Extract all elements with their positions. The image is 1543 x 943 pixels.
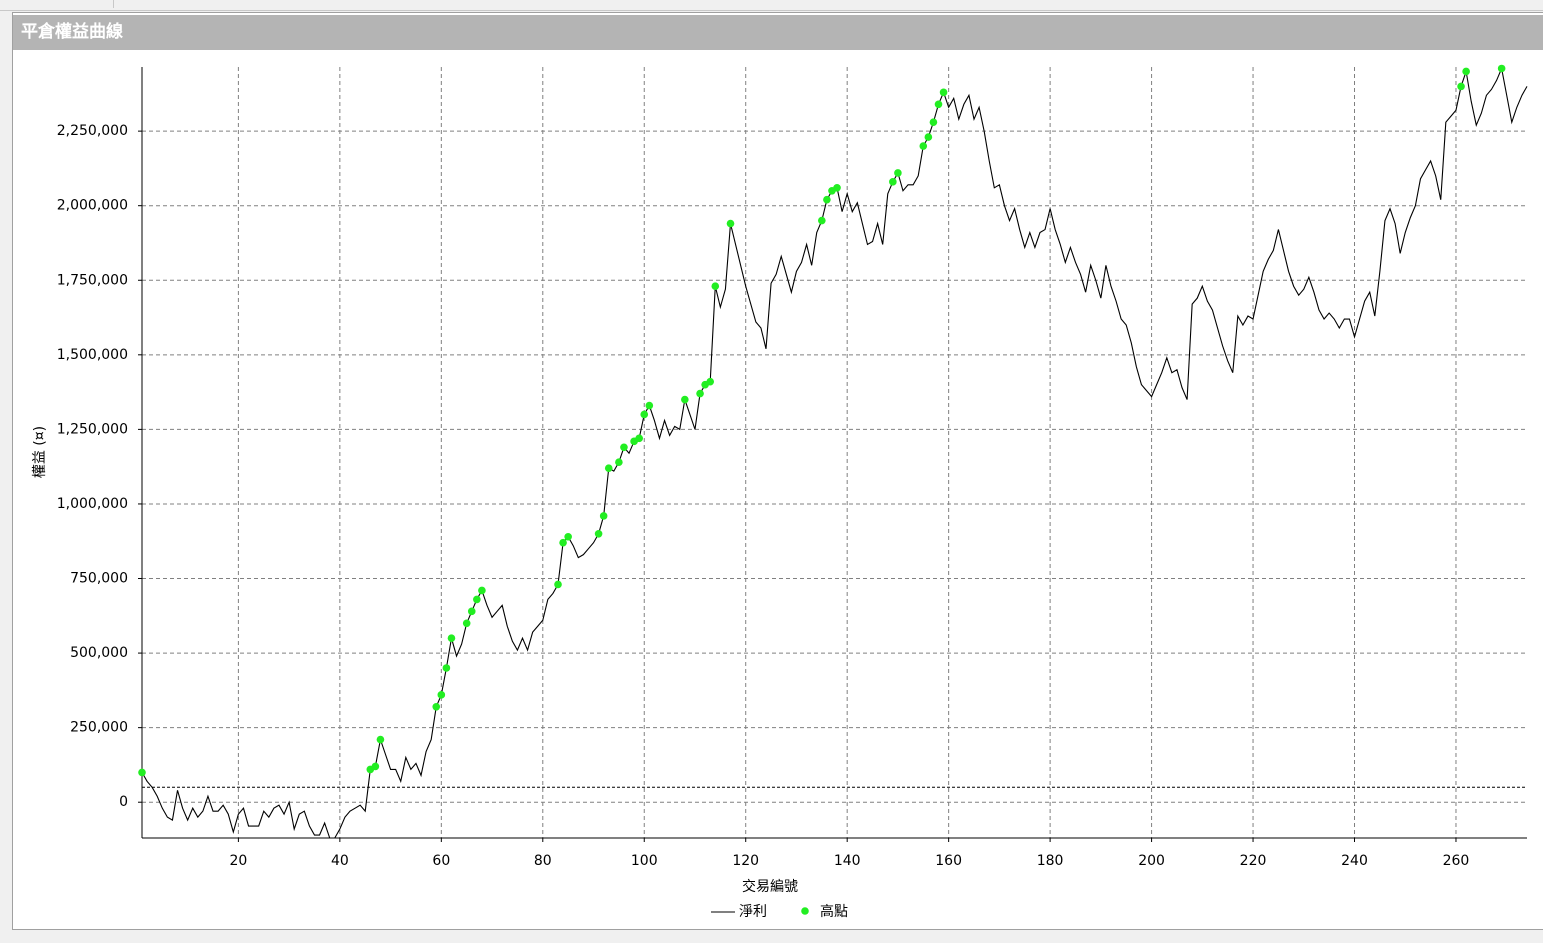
x-tick-label: 140 <box>834 853 861 869</box>
high-point <box>929 118 938 126</box>
high-point <box>924 133 933 141</box>
x-tick-label: 60 <box>432 853 450 869</box>
y-tick-label: 1,000,000 <box>57 496 128 512</box>
y-tick-label: 1,500,000 <box>57 347 128 363</box>
x-tick-label: 220 <box>1240 853 1267 869</box>
high-point <box>478 586 486 595</box>
high-point <box>823 195 831 204</box>
high-point <box>467 607 476 616</box>
y-tick-label: 1,750,000 <box>57 272 128 288</box>
y-tick-label: 250,000 <box>70 720 128 736</box>
high-point <box>919 142 928 150</box>
x-tick-label: 20 <box>229 853 247 869</box>
high-point <box>447 634 456 642</box>
high-point <box>706 377 715 386</box>
y-tick-label: 1,250,000 <box>57 421 128 437</box>
high-point <box>564 532 572 541</box>
high-point <box>554 580 562 589</box>
panel-title: 平倉權益曲線 <box>13 15 1543 50</box>
high-point <box>833 183 841 192</box>
high-point <box>620 443 628 452</box>
x-tick-label: 120 <box>732 853 759 869</box>
x-tick-label: 160 <box>935 853 962 869</box>
high-point <box>442 664 451 672</box>
high-point <box>138 768 146 777</box>
high-point <box>894 169 902 177</box>
high-point <box>818 216 826 225</box>
high-point <box>640 410 649 419</box>
high-point <box>681 395 689 404</box>
x-tick-label: 240 <box>1341 853 1368 869</box>
y-tick-label: 0 <box>119 794 128 810</box>
high-point <box>559 538 567 547</box>
high-point <box>462 619 471 628</box>
high-point <box>594 529 603 538</box>
y-axis-label: 權益 (¤) <box>32 426 48 478</box>
high-point <box>371 762 380 771</box>
high-point <box>934 100 943 109</box>
x-tick-label: 100 <box>631 853 658 869</box>
high-point <box>696 389 704 398</box>
high-point <box>599 512 608 520</box>
high-point <box>473 595 481 604</box>
high-point <box>635 434 643 443</box>
high-point <box>604 464 613 472</box>
y-tick-label: 2,250,000 <box>57 123 128 139</box>
x-axis-label: 交易編號 <box>742 878 798 895</box>
x-tick-label: 80 <box>534 853 552 869</box>
high-point <box>889 178 897 186</box>
x-tick-label: 180 <box>1037 853 1064 869</box>
x-tick-label: 260 <box>1443 853 1470 869</box>
high-point <box>1462 67 1470 76</box>
x-tick-label: 40 <box>331 853 349 869</box>
high-point <box>1457 82 1465 91</box>
legend-label: 高點 <box>820 903 848 920</box>
high-point <box>376 735 385 744</box>
legend-marker <box>801 907 809 915</box>
equity-line <box>141 66 1528 839</box>
y-tick-label: 500,000 <box>70 645 128 661</box>
high-point <box>615 458 623 466</box>
high-point <box>726 219 735 228</box>
x-tick-label: 200 <box>1138 853 1165 869</box>
high-point <box>432 702 441 711</box>
high-point <box>645 401 654 410</box>
y-tick-label: 2,000,000 <box>57 198 128 214</box>
window-border <box>0 10 1543 11</box>
high-point <box>1497 64 1506 73</box>
legend-label: 淨利 <box>739 904 767 920</box>
high-point <box>711 282 720 291</box>
high-point <box>437 691 446 699</box>
window-notch <box>113 0 114 8</box>
y-tick-label: 750,000 <box>70 571 128 587</box>
high-point <box>939 88 948 97</box>
chart-panel: 平倉權益曲線 <box>12 12 1543 930</box>
